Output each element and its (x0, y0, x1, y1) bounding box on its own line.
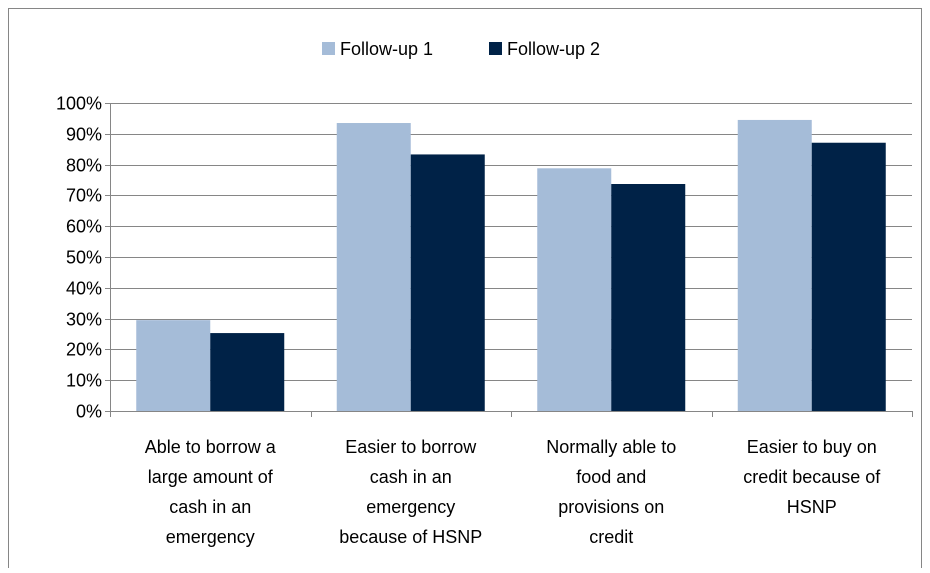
y-tick-label: 30% (66, 310, 102, 330)
legend-label-1: Follow-up 1 (340, 39, 433, 59)
x-tick-label-line: emergency (366, 497, 455, 517)
x-tick-label-line: cash in an (169, 497, 251, 517)
y-tick-label: 50% (66, 248, 102, 268)
x-tick-label-line: provisions on (558, 497, 664, 517)
y-axis-ticks: 0% 10% 20% 30% 40% 50% 60% 70% 80% 90% 100% (56, 94, 110, 422)
bar-series1-cat1 (136, 320, 211, 411)
y-tick-label: 20% (66, 340, 102, 360)
x-tick-label-3: Normally able to food and provisions on cre… (546, 437, 676, 547)
x-tick-label-line: Normally able to (546, 437, 676, 457)
x-tick-label-4: Easier to buy on credit because of HSNP (743, 437, 881, 517)
bar-series2-cat4 (811, 142, 886, 411)
x-tick-label-2: Easier to borrow cash in an emergency becau… (339, 437, 482, 547)
chart-frame: Follow-up 1 Follow-up 2 0% 10% 20% 30% 40% 50%… (8, 8, 922, 568)
bar-series1-cat4 (737, 119, 812, 411)
legend-swatch-1 (322, 42, 335, 55)
axes (110, 103, 913, 417)
y-tick-label: 10% (66, 371, 102, 391)
legend-swatch-2 (489, 42, 502, 55)
bar-series1-cat2 (336, 123, 411, 412)
bar-series2-cat2 (410, 154, 485, 411)
x-tick-label-line: credit (589, 527, 633, 547)
x-tick-label-line: HSNP (787, 497, 837, 517)
y-tick-label: 40% (66, 279, 102, 299)
legend: Follow-up 1 Follow-up 2 (322, 39, 600, 59)
y-tick-label: 60% (66, 217, 102, 237)
x-tick-label-line: Easier to buy on (747, 437, 877, 457)
x-tick-label-line: emergency (166, 527, 255, 547)
y-tick-label: 70% (66, 186, 102, 206)
bar-series2-cat3 (611, 184, 686, 411)
x-tick-label-line: large amount of (148, 467, 274, 487)
x-axis-ticks: Able to borrow a large amount of cash in a… (145, 437, 882, 547)
x-tick-label-line: because of HSNP (339, 527, 482, 547)
bars (136, 119, 886, 412)
legend-label-2: Follow-up 2 (507, 39, 600, 59)
y-tick-label: 80% (66, 156, 102, 176)
y-tick-label: 100% (56, 94, 102, 114)
y-tick-label: 90% (66, 125, 102, 145)
chart-border (8, 8, 922, 568)
x-tick-label-line: Easier to borrow (345, 437, 477, 457)
y-tick-label: 0% (76, 402, 102, 422)
x-tick-label-line: credit because of (743, 467, 881, 487)
x-tick-label-1: Able to borrow a large amount of cash in a… (145, 437, 277, 547)
bar-series2-cat1 (210, 333, 285, 411)
x-tick-label-line: cash in an (370, 467, 452, 487)
x-tick-label-line: Able to borrow a (145, 437, 277, 457)
bar-chart: Follow-up 1 Follow-up 2 0% 10% 20% 30% 40% 50%… (8, 8, 922, 568)
x-tick-label-line: food and (576, 467, 646, 487)
bar-series1-cat3 (537, 168, 612, 411)
